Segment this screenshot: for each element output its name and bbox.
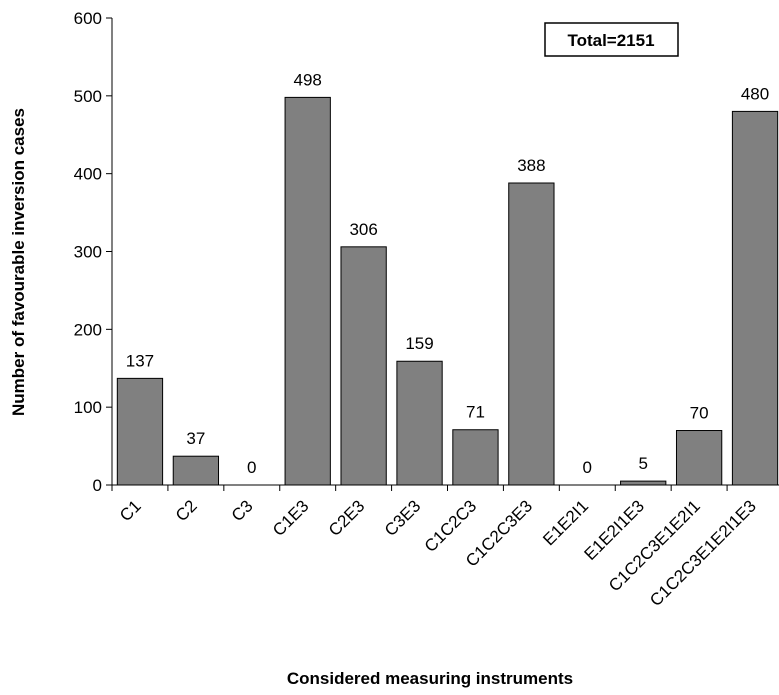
x-tick-label-c2: C2 xyxy=(172,496,201,525)
data-label-c2e3: 306 xyxy=(349,220,377,239)
y-tick-label: 400 xyxy=(74,165,102,184)
y-tick-label: 300 xyxy=(74,243,102,262)
bar-c3e3 xyxy=(396,360,443,486)
x-tick-label-c1c2c3e1e2i1e3: C1C2C3E1E2I1E3 xyxy=(646,496,760,610)
y-axis-title: Number of favourable inversion cases xyxy=(9,108,28,416)
bar-c2 xyxy=(172,455,220,486)
bar-c2e3 xyxy=(340,246,387,486)
x-tick-label-c3: C3 xyxy=(228,496,257,525)
data-label-c1: 137 xyxy=(126,351,154,370)
bar-c1c2c3 xyxy=(452,429,499,486)
data-label-e1e2i1e3: 5 xyxy=(638,454,647,473)
total-annotation: Total=2151 xyxy=(544,22,679,57)
y-tick-label: 200 xyxy=(74,320,102,339)
bar-c1c2c3e1e2i1 xyxy=(675,430,723,486)
bars xyxy=(116,96,779,486)
data-label-c2: 37 xyxy=(186,429,205,448)
x-tick-label-e1e2i1: E1E2I1 xyxy=(539,496,592,549)
data-label-c1c2c3e1e2i1e3: 480 xyxy=(741,84,769,103)
data-label-c3: 0 xyxy=(247,458,256,477)
y-tick-label: 100 xyxy=(74,398,102,417)
data-label-c1c2c3e1e2i1: 70 xyxy=(690,404,709,423)
data-label-e1e2i1: 0 xyxy=(583,458,592,477)
y-axis-ticks: 0 100 200 300 400 500 600 xyxy=(74,9,112,495)
bar-c1e3 xyxy=(284,96,331,486)
x-tick-label-c2e3: C2E3 xyxy=(325,496,369,540)
x-tick-label-c1e3: C1E3 xyxy=(269,496,313,540)
y-tick-label: 600 xyxy=(74,9,102,28)
data-labels: 137 37 0 498 306 159 71 388 0 5 70 480 xyxy=(126,70,769,477)
x-tick-label-c3e3: C3E3 xyxy=(381,496,425,540)
bar-c1c2c3e3 xyxy=(508,182,555,486)
total-annotation-text: Total=2151 xyxy=(567,31,654,50)
y-tick-label: 0 xyxy=(93,476,102,495)
y-tick-label: 500 xyxy=(74,87,102,106)
x-axis-title: Considered measuring instruments xyxy=(287,669,573,688)
data-label-c1c2c3: 71 xyxy=(466,403,485,422)
data-label-c3e3: 159 xyxy=(405,334,433,353)
x-tick-label-c1: C1 xyxy=(116,496,145,525)
bar-e1e2i1e3 xyxy=(620,480,667,486)
bar-c1c2c3e1e2i1e3 xyxy=(731,110,779,486)
data-label-c1c2c3e3: 388 xyxy=(517,156,545,175)
total-annotation-box xyxy=(544,22,679,57)
data-label-c1e3: 498 xyxy=(294,70,322,89)
bar-c1 xyxy=(116,377,164,486)
